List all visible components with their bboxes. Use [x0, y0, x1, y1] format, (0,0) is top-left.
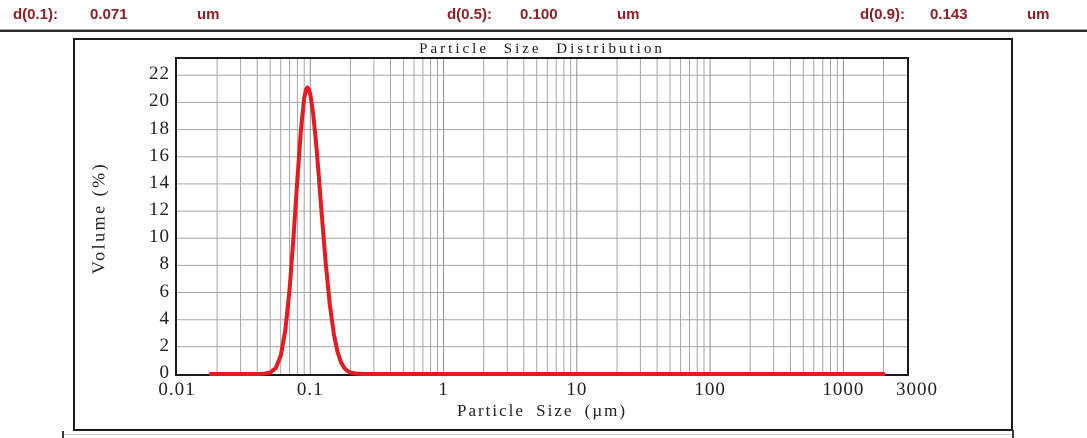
chart-frame: Particle Size Distribution Volume (%) Pa… — [73, 38, 1013, 431]
y-tick-label: 4 — [159, 307, 170, 329]
y-tick-label: 16 — [149, 144, 170, 166]
d10-unit: um — [197, 6, 220, 23]
d50-unit: um — [617, 6, 640, 23]
d10-label: d(0.1): — [13, 6, 58, 23]
y-axis-title: Volume (%) — [88, 161, 109, 275]
chart-title: Particle Size Distribution — [419, 41, 665, 57]
distribution-curve — [209, 85, 886, 376]
y-tick-label: 10 — [149, 226, 170, 248]
cropped-left-tick — [62, 431, 64, 438]
plot-area — [175, 57, 909, 376]
y-tick-label: 14 — [149, 172, 170, 194]
d50-value: 0.100 — [520, 6, 558, 23]
y-tick-label: 8 — [159, 253, 170, 275]
y-tick-label: 20 — [149, 90, 170, 112]
d90-value: 0.143 — [930, 6, 968, 23]
d90-unit: um — [1027, 6, 1050, 23]
d10-value: 0.071 — [90, 6, 128, 23]
x-axis-title: Particle Size (µm) — [456, 401, 628, 420]
x-tick-label: 1 — [438, 379, 449, 400]
x-tick-label: 0.01 — [158, 379, 196, 400]
cropped-right-tick — [1012, 430, 1014, 438]
x-tick-label: 0.1 — [296, 379, 324, 400]
d50-label: d(0.5): — [447, 6, 492, 23]
header-separator — [0, 29, 1087, 32]
y-tick-label: 0 — [159, 362, 170, 384]
cropped-line — [63, 434, 1013, 435]
y-tick-label: 18 — [149, 117, 170, 139]
x-tick-label: 100 — [694, 379, 726, 400]
x-tick-label: 3000 — [896, 379, 938, 400]
y-tick-label: 22 — [149, 63, 170, 85]
plot-canvas — [177, 59, 907, 376]
y-tick-label: 12 — [149, 199, 170, 221]
d90-label: d(0.9): — [860, 6, 905, 23]
y-tick-label: 2 — [159, 334, 170, 356]
y-tick-label: 6 — [159, 280, 170, 302]
x-tick-label: 10 — [566, 379, 588, 400]
x-tick-label: 1000 — [822, 379, 865, 400]
